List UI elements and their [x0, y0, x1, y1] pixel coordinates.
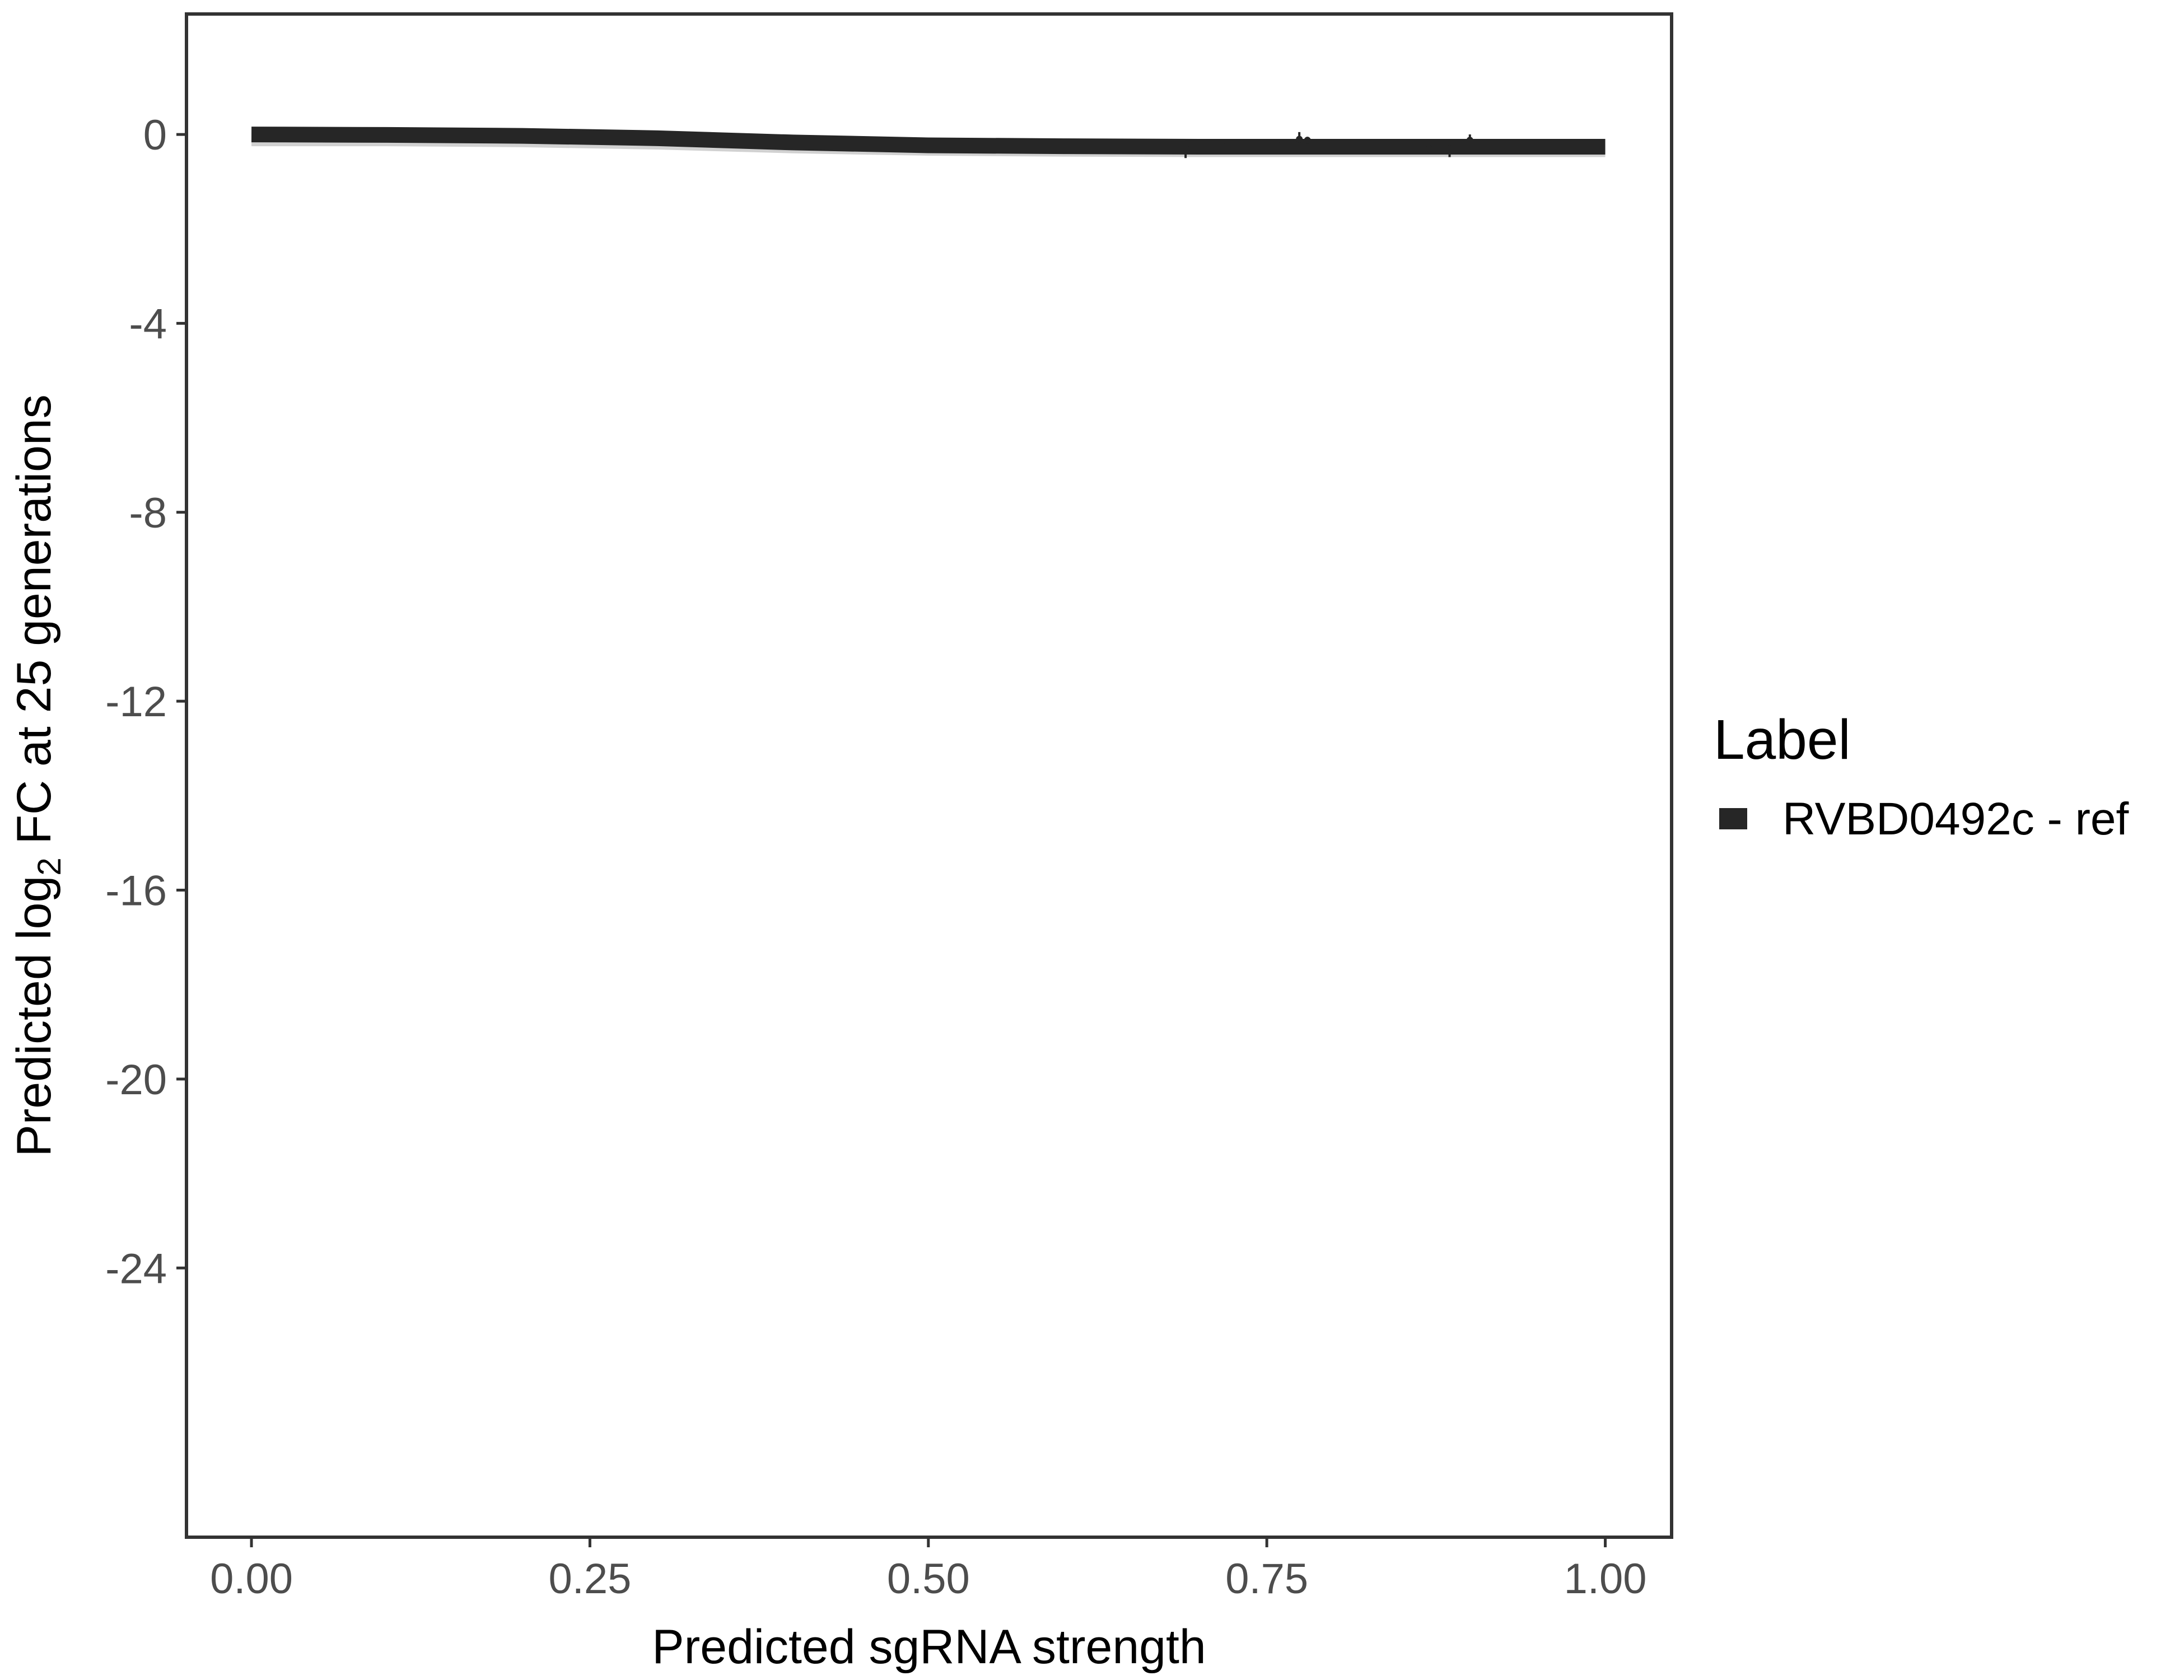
x-tick-label: 0.00	[210, 1555, 293, 1603]
x-tick-label: 1.00	[1564, 1555, 1647, 1603]
y-tick-label: 0	[143, 111, 167, 159]
y-tick-label: -8	[129, 489, 167, 537]
y-tick-label: -24	[105, 1245, 167, 1292]
data-point	[1182, 144, 1189, 151]
legend-title: Label	[1714, 708, 1851, 771]
legend-key	[1719, 808, 1747, 829]
data-point	[1219, 143, 1226, 150]
x-tick-label: 0.75	[1225, 1555, 1308, 1603]
legend-label: RVBD0492c - ref	[1782, 794, 2129, 844]
y-tick-label: -16	[105, 867, 167, 915]
series-line	[251, 127, 1606, 155]
y-tick-label: -4	[129, 300, 167, 348]
data-point	[1466, 137, 1473, 144]
y-tick-label: -12	[105, 678, 167, 726]
plot-panel-border	[185, 12, 1673, 1539]
data-point	[1426, 145, 1433, 152]
x-axis-title: Predicted sgRNA strength	[652, 1620, 1206, 1674]
y-axis-title: Predicted log2 FC at 25 generations	[7, 394, 68, 1156]
data-point	[1273, 140, 1280, 147]
x-tick-label: 0.50	[887, 1555, 970, 1603]
x-tick-label: 0.25	[548, 1555, 631, 1603]
data-point	[1446, 145, 1453, 152]
data-point	[1296, 136, 1303, 143]
data-point	[1304, 137, 1311, 144]
y-tick-label: -20	[105, 1056, 167, 1104]
